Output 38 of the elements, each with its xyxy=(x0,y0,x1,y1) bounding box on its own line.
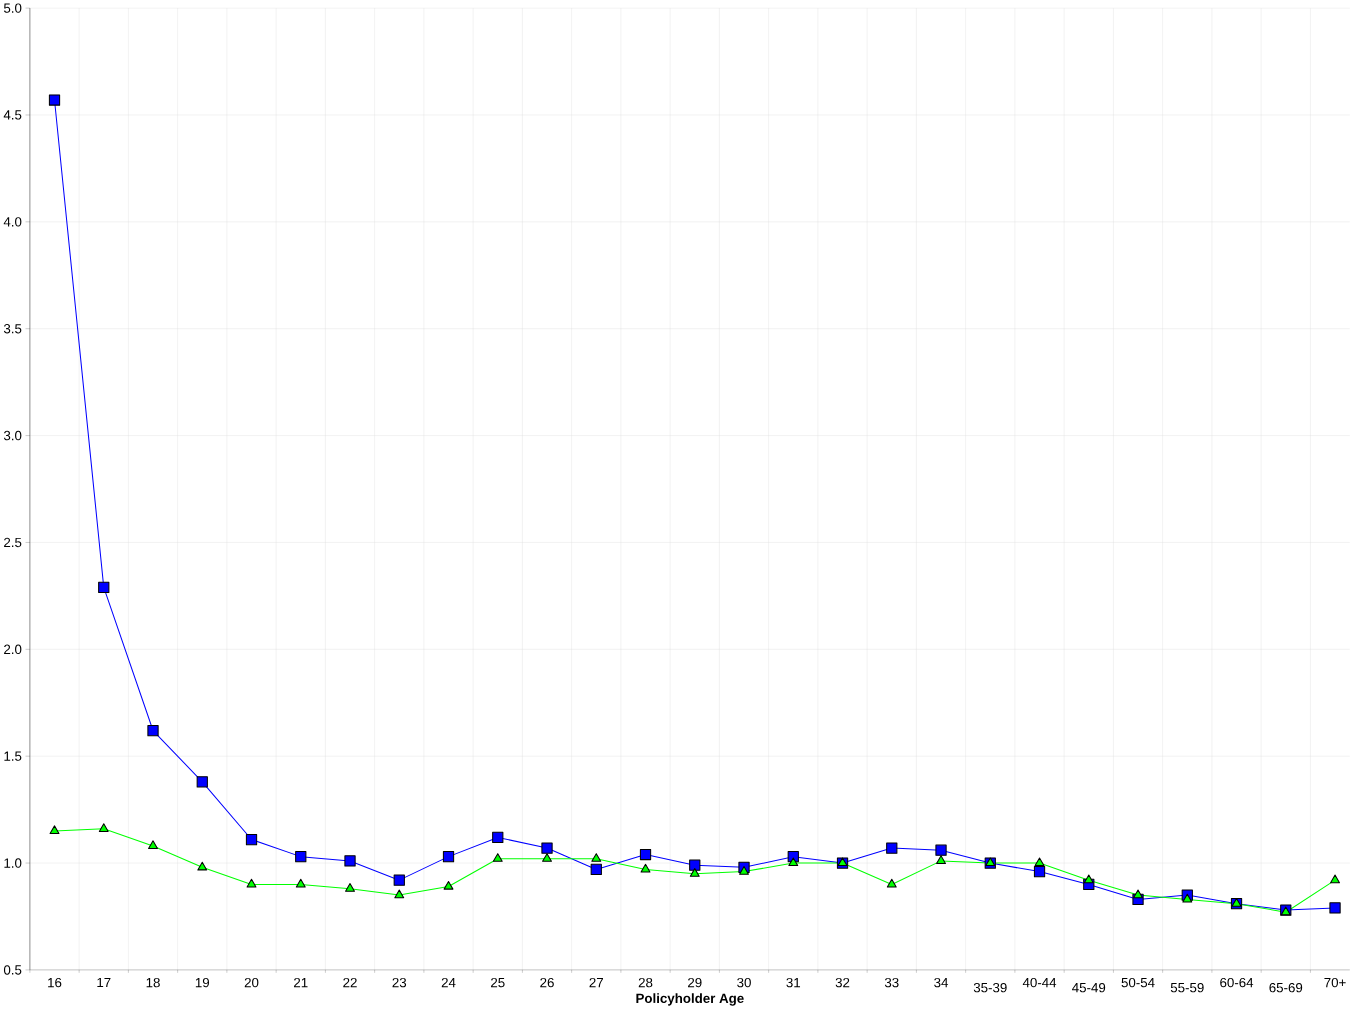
y-tick-label: 3.5 xyxy=(3,323,22,334)
x-tick-label: 60-64 xyxy=(1220,977,1254,988)
x-tick-label: 25 xyxy=(491,977,505,988)
x-tick-label: 17 xyxy=(97,977,111,988)
x-tick-label: 20 xyxy=(244,977,259,988)
y-tick-label: 1.5 xyxy=(4,751,22,761)
x-tick-label: 28 xyxy=(638,977,653,988)
x-tick-label: 40-44 xyxy=(1022,977,1057,988)
y-tick-label: 5.0 xyxy=(3,3,22,13)
x-tick-label: 18 xyxy=(146,977,160,988)
x-tick-label: 26 xyxy=(540,977,554,988)
x-tick-label: 33 xyxy=(884,977,899,988)
y-tick-label: 3.0 xyxy=(3,430,22,441)
x-tick-label: 50-54 xyxy=(1121,977,1155,988)
x-tick-label: 27 xyxy=(589,977,603,988)
x-tick-label: 45-49 xyxy=(1072,982,1106,993)
x-tick-label: 24 xyxy=(441,977,456,988)
x-tick-label: 34 xyxy=(934,977,949,988)
x-tick-label: 70+ xyxy=(1324,977,1346,988)
x-tick-label: 31 xyxy=(786,977,801,988)
x-tick-label: 35-39 xyxy=(973,982,1007,993)
x-tick-label: 16 xyxy=(48,977,62,988)
y-tick-label: 0.5 xyxy=(3,965,22,975)
x-tick-label: 65-69 xyxy=(1269,982,1303,993)
x-tick-label: 22 xyxy=(343,977,357,988)
x-tick-label: 32 xyxy=(835,977,850,988)
x-tick-label: 19 xyxy=(195,977,210,988)
y-tick-label: 4.0 xyxy=(3,217,22,227)
x-tick-label: 30 xyxy=(737,977,751,988)
x-axis-title: Policyholder Age xyxy=(636,993,744,1006)
y-tick-label: 2.0 xyxy=(4,644,22,654)
y-tick-label: 4.5 xyxy=(3,110,22,120)
x-tick-label: 23 xyxy=(392,977,407,988)
y-tick-label: 2.5 xyxy=(4,537,22,548)
x-tick-label: 55-59 xyxy=(1170,982,1204,993)
x-tick-label: 21 xyxy=(294,977,308,988)
x-tick-label: 29 xyxy=(688,977,702,988)
y-tick-label: 1.0 xyxy=(4,858,22,868)
